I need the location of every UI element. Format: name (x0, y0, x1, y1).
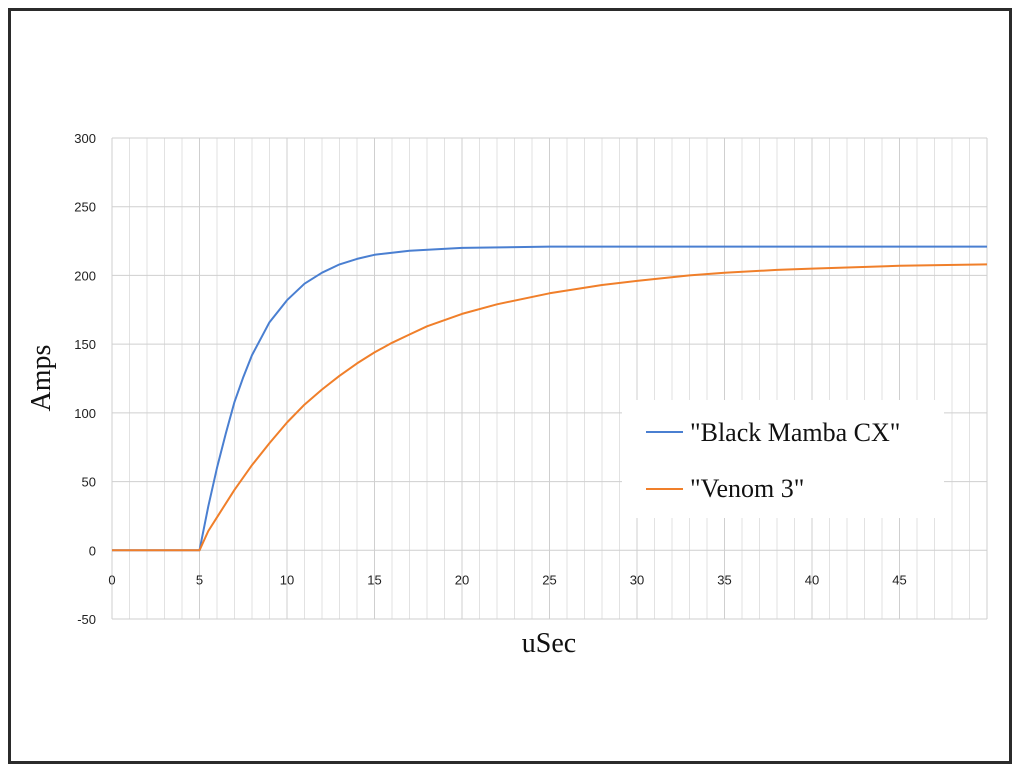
y-tick-label: 100 (74, 406, 96, 421)
x-tick-label: 25 (542, 572, 556, 587)
y-tick-label: 300 (74, 131, 96, 146)
y-tick-label: 150 (74, 337, 96, 352)
x-tick-label: 35 (717, 572, 731, 587)
legend-label-black-mamba: "Black Mamba CX" (690, 418, 900, 447)
x-axis-title: uSec (522, 628, 576, 659)
y-axis-title: Amps (26, 345, 57, 412)
series-lines (112, 245, 988, 552)
legend: "Black Mamba CX" "Venom 3" (622, 400, 944, 518)
x-tick-label: 30 (630, 572, 644, 587)
x-tick-label: 45 (892, 572, 906, 587)
legend-box (622, 400, 944, 518)
grid-lines (111, 137, 988, 620)
x-tick-label: 0 (108, 572, 115, 587)
y-tick-label: 200 (74, 268, 96, 283)
x-tick-label: 20 (455, 572, 469, 587)
legend-label-venom: "Venom 3" (690, 474, 804, 503)
x-tick-label: 15 (367, 572, 381, 587)
tick-labels: -50 0 50 100 150 200 250 300 0 5 10 15 20 25 30 35 40 45 (74, 131, 906, 627)
x-tick-label: 5 (196, 572, 203, 587)
series-line-venom (112, 263, 988, 552)
x-tick-label: 40 (805, 572, 819, 587)
y-tick-label: 250 (74, 200, 96, 215)
series-line-black-mamba (112, 245, 987, 552)
x-tick-label: 10 (280, 572, 294, 587)
y-tick-label: -50 (77, 612, 96, 627)
y-tick-label: 0 (89, 543, 96, 558)
y-tick-label: 50 (82, 475, 96, 490)
